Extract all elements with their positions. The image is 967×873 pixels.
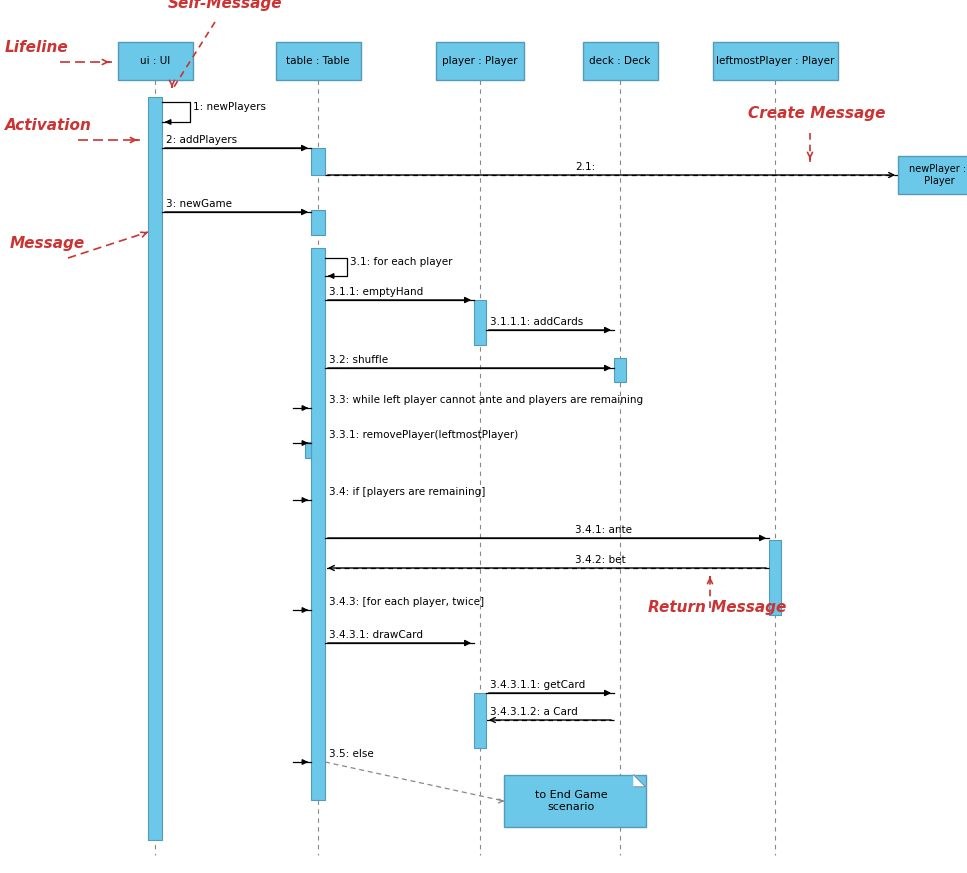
FancyBboxPatch shape [311, 210, 325, 235]
Text: 3.1.1.1: addCards: 3.1.1.1: addCards [490, 317, 583, 327]
Text: player : Player: player : Player [442, 56, 517, 66]
Text: 3.1.1: emptyHand: 3.1.1: emptyHand [329, 287, 424, 297]
Text: newPlayer :
 Player: newPlayer : Player [909, 164, 967, 186]
Text: 3.4.3.1.2: a Card: 3.4.3.1.2: a Card [490, 707, 577, 717]
Text: to End Game
scenario: to End Game scenario [535, 790, 607, 812]
Text: 2.1:: 2.1: [575, 162, 596, 172]
Text: leftmostPlayer : Player: leftmostPlayer : Player [716, 56, 835, 66]
FancyBboxPatch shape [898, 156, 967, 194]
Polygon shape [634, 775, 646, 787]
FancyBboxPatch shape [436, 42, 524, 80]
Text: 1: newPlayers: 1: newPlayers [193, 102, 266, 112]
FancyBboxPatch shape [305, 442, 311, 458]
FancyBboxPatch shape [474, 693, 486, 748]
Text: Create Message: Create Message [748, 106, 886, 121]
Text: 3.4.3.1.1: getCard: 3.4.3.1.1: getCard [490, 680, 585, 690]
FancyBboxPatch shape [614, 358, 626, 382]
Text: 3.2: shuffle: 3.2: shuffle [329, 355, 388, 365]
Text: 3.4.2: bet: 3.4.2: bet [575, 555, 626, 565]
Text: table : Table: table : Table [286, 56, 350, 66]
Text: 3.5: else: 3.5: else [329, 749, 374, 759]
Text: 3: newGame: 3: newGame [166, 199, 232, 209]
Text: 3.4.3.1: drawCard: 3.4.3.1: drawCard [329, 630, 423, 640]
FancyBboxPatch shape [311, 248, 325, 800]
FancyBboxPatch shape [148, 97, 162, 840]
Text: Self-Message: Self-Message [168, 0, 282, 11]
Text: 3.1: for each player: 3.1: for each player [350, 257, 453, 267]
Text: 2: addPlayers: 2: addPlayers [166, 135, 237, 145]
Text: 3.4.1: ante: 3.4.1: ante [575, 525, 632, 535]
FancyBboxPatch shape [118, 42, 192, 80]
FancyBboxPatch shape [311, 148, 325, 175]
FancyBboxPatch shape [769, 540, 781, 615]
Text: Activation: Activation [5, 118, 92, 133]
Text: Return Message: Return Message [648, 600, 786, 615]
Text: 3.3: while left player cannot ante and players are remaining: 3.3: while left player cannot ante and p… [329, 395, 643, 405]
FancyBboxPatch shape [504, 775, 646, 827]
Text: deck : Deck: deck : Deck [589, 56, 651, 66]
FancyBboxPatch shape [276, 42, 361, 80]
Text: 3.4: if [players are remaining]: 3.4: if [players are remaining] [329, 487, 485, 497]
Text: Lifeline: Lifeline [5, 40, 69, 55]
Text: 3.3.1: removePlayer(leftmostPlayer): 3.3.1: removePlayer(leftmostPlayer) [329, 430, 518, 440]
FancyBboxPatch shape [474, 300, 486, 345]
Text: Message: Message [10, 236, 85, 251]
Text: 3.4.3: [for each player, twice]: 3.4.3: [for each player, twice] [329, 597, 484, 607]
FancyBboxPatch shape [713, 42, 837, 80]
FancyBboxPatch shape [582, 42, 658, 80]
Text: ui : UI: ui : UI [140, 56, 170, 66]
